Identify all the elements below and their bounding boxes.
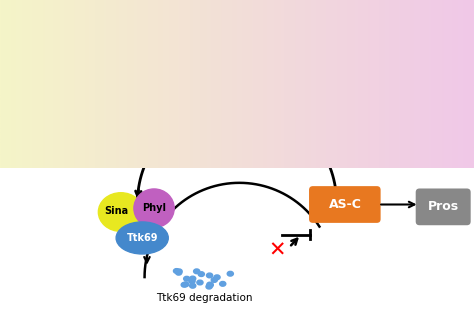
Ellipse shape <box>198 272 204 276</box>
Text: EE: EE <box>393 52 408 62</box>
Text: Decision: Decision <box>109 0 156 7</box>
Text: Pros: Pros <box>428 200 459 213</box>
Ellipse shape <box>182 282 189 287</box>
Ellipse shape <box>197 280 203 285</box>
Ellipse shape <box>99 193 143 231</box>
Text: AS-C: AS-C <box>328 198 362 211</box>
Ellipse shape <box>116 222 168 254</box>
Ellipse shape <box>219 281 226 286</box>
Ellipse shape <box>181 282 187 287</box>
Ellipse shape <box>207 282 213 287</box>
Polygon shape <box>370 66 429 131</box>
Ellipse shape <box>207 283 213 287</box>
Text: Ttk69 degradation: Ttk69 degradation <box>155 293 252 303</box>
Ellipse shape <box>190 283 196 288</box>
Ellipse shape <box>388 84 413 109</box>
Ellipse shape <box>176 269 182 274</box>
Ellipse shape <box>66 83 91 105</box>
FancyBboxPatch shape <box>416 188 471 225</box>
Polygon shape <box>47 64 111 130</box>
Text: ISC: ISC <box>68 51 88 61</box>
Text: Phyl: Phyl <box>237 138 274 153</box>
Text: Phyl: Phyl <box>142 203 166 213</box>
Ellipse shape <box>175 270 182 275</box>
Ellipse shape <box>183 276 190 281</box>
Ellipse shape <box>199 72 228 98</box>
Text: Commitment: Commitment <box>319 0 392 7</box>
Ellipse shape <box>134 189 174 228</box>
Ellipse shape <box>214 275 220 280</box>
Text: ✕: ✕ <box>269 241 286 261</box>
Text: Ttk69: Ttk69 <box>127 233 158 243</box>
Ellipse shape <box>227 272 233 276</box>
Text: Sina: Sina <box>104 206 128 216</box>
Text: EE progenitor: EE progenitor <box>171 46 256 56</box>
Ellipse shape <box>207 273 213 278</box>
Ellipse shape <box>211 278 218 282</box>
Ellipse shape <box>189 279 195 284</box>
Ellipse shape <box>193 269 200 274</box>
Ellipse shape <box>173 269 180 273</box>
Ellipse shape <box>190 276 196 281</box>
Polygon shape <box>182 59 244 127</box>
Ellipse shape <box>206 284 212 289</box>
FancyBboxPatch shape <box>309 186 381 223</box>
